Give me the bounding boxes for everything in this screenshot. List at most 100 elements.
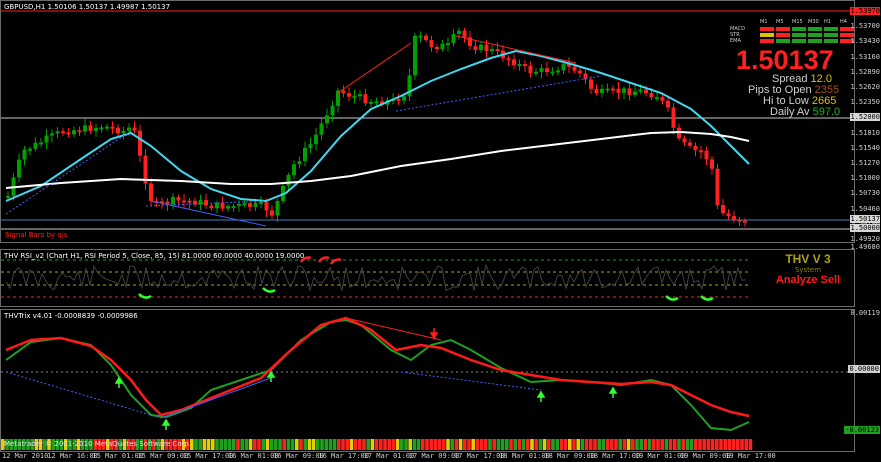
- candle-body: [550, 71, 555, 74]
- candle-body: [50, 133, 54, 136]
- trix-axis-mid: 0.00000: [848, 365, 880, 373]
- price-tick: 1.52620: [850, 83, 880, 91]
- signal-strip-cell: [517, 439, 522, 450]
- candle-body: [72, 130, 76, 135]
- candle-body: [297, 161, 302, 165]
- tf-row-label: EMA: [730, 38, 741, 44]
- signal-strip-cell: [290, 439, 295, 450]
- signal-strip-cell: [295, 439, 299, 450]
- signal-strip-cell: [265, 439, 270, 450]
- candle-body: [55, 131, 60, 134]
- candle-body: [567, 64, 571, 67]
- rsi-label: THV RSI_v2 (Chart H1, RSI Period 5, Clos…: [4, 252, 305, 260]
- trix-axis-low: -0.00123: [844, 426, 880, 434]
- candle-body: [248, 203, 252, 207]
- trix-divergence-line: [400, 371, 542, 391]
- candle-body: [94, 127, 98, 131]
- candle-body: [732, 216, 736, 220]
- candle-body: [413, 35, 417, 76]
- signal-strip-cell: [76, 439, 81, 450]
- rsi-pane[interactable]: THV RSI_v2 (Chart H1, RSI Period 5, Clos…: [0, 249, 855, 307]
- signal-strip-cell: [731, 439, 736, 450]
- candle-body: [479, 44, 483, 51]
- candle-body: [193, 200, 197, 205]
- rsi-axis: 1.49680: [850, 243, 881, 307]
- signal-strip-cell: [64, 439, 68, 450]
- signal-strip-cell: [698, 439, 702, 450]
- price-chart: [1, 10, 854, 230]
- candle-body: [44, 135, 49, 143]
- candle-body: [138, 130, 142, 156]
- signal-strip-cell: [475, 439, 480, 450]
- signal-strip-cell: [631, 439, 635, 450]
- signal-strip-cell: [668, 439, 673, 450]
- candle-body: [237, 203, 241, 206]
- signal-strip-cell: [9, 439, 13, 450]
- price-chart-pane[interactable]: GBPUSD,H1 1.50106 1.50137 1.49987 1.5013…: [0, 0, 855, 243]
- signal-strip-cell: [463, 439, 467, 450]
- signal-strip-cell: [127, 439, 131, 450]
- trix-axis: 0.00119 0.00000 -0.00123: [844, 309, 881, 452]
- candle-body: [539, 68, 544, 72]
- signal-strip-cell: [215, 439, 219, 450]
- signal-strip-cell: [85, 439, 89, 450]
- candle-body: [303, 147, 307, 162]
- candle-body: [270, 210, 274, 216]
- buy-arrow-icon: [114, 376, 124, 388]
- candle-body: [600, 88, 604, 93]
- level-marker-low: 1.50000: [850, 224, 880, 232]
- signal-strip-cell: [748, 439, 753, 450]
- candle-body: [534, 71, 538, 74]
- signal-strip-cell: [425, 439, 429, 450]
- rsi-oversold-mark: [665, 295, 679, 301]
- trix-main-line: [5, 316, 750, 418]
- signal-strip-cell: [257, 439, 261, 450]
- signal-strip-cell: [454, 439, 459, 450]
- signal-strip-cell: [143, 439, 148, 450]
- time-label: 17 Mar 01:00: [363, 452, 415, 460]
- price-tick: 1.50190: [850, 220, 880, 228]
- signal-strip-cell: [181, 439, 186, 450]
- signal-strip-cell: [324, 439, 328, 450]
- candle-body: [308, 144, 313, 148]
- timeframe-panel: M1 M5 M15 M30 H1 H4 MACD STR EMA: [728, 19, 856, 51]
- candle-body: [572, 66, 577, 71]
- daily-label: Daily Av: [770, 106, 810, 118]
- candle-body: [220, 202, 225, 209]
- candle-body: [215, 202, 219, 209]
- time-label: 19 Mar 17:00: [725, 452, 776, 460]
- price-tick: 1.52890: [850, 67, 880, 76]
- signal-strip-cell: [173, 439, 177, 450]
- candle-body: [737, 219, 742, 222]
- price-tick: 1.50460: [850, 204, 880, 213]
- signal-strip-cell: [547, 439, 551, 450]
- signal-strip-cell: [311, 439, 316, 450]
- candle-body: [275, 200, 280, 216]
- price-tick: 1.50730: [850, 189, 880, 198]
- buy-arrow-icon: [536, 390, 546, 402]
- trix-pane[interactable]: THVTrix v4.01 -0.0008839 -0.0009986 Meta…: [0, 309, 855, 452]
- signal-strip-cell: [652, 439, 656, 450]
- signal-strip-cell: [404, 439, 408, 450]
- signal-strip-cell: [362, 439, 366, 450]
- signal-strip-cell: [379, 439, 383, 450]
- candle-body: [264, 202, 269, 211]
- pips-value: 2355: [814, 84, 840, 96]
- signal-strip-cell: [332, 439, 337, 450]
- signal-strip-cell: [715, 439, 719, 450]
- signal-strip-cell: [610, 439, 614, 450]
- candle-body: [644, 89, 648, 94]
- signal-strip-cell: [253, 439, 257, 450]
- signal-strip-cell: [139, 439, 144, 450]
- candle-body: [490, 48, 494, 52]
- footer-copyright: Metatrader © 2001-2010 MetaQuotes Softwa…: [4, 440, 192, 448]
- tf-signal-cell: [760, 27, 774, 31]
- signal-strip-cell: [110, 439, 114, 450]
- signal-strip-cell: [101, 439, 106, 450]
- thv-brand: THV V 3 System Analyze Sell: [761, 252, 855, 286]
- time-label: 15 Mar 09:00: [137, 452, 189, 460]
- candle-body: [710, 159, 714, 169]
- candle-body: [523, 64, 527, 67]
- price-tick: 1.52350: [850, 98, 880, 107]
- tf-header: M1: [760, 19, 768, 25]
